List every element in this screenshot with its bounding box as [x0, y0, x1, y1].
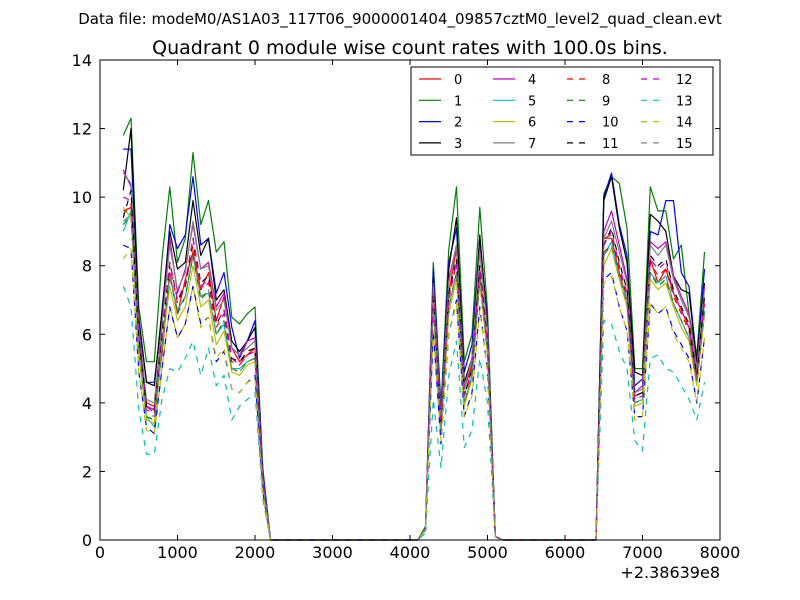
legend-label-0: 0 — [454, 73, 462, 88]
series-line-15 — [122, 213, 706, 541]
legend-label-4: 4 — [528, 73, 536, 88]
legend-label-1: 1 — [454, 94, 462, 109]
x-tick-label: 7000 — [622, 543, 663, 562]
y-tick-label: 14 — [72, 51, 92, 70]
y-tick-label: 8 — [82, 257, 92, 276]
legend-label-12: 12 — [676, 73, 693, 88]
y-tick-label: 2 — [82, 462, 92, 481]
y-tick-label: 6 — [82, 325, 92, 344]
x-tick-label: 3000 — [312, 543, 353, 562]
x-tick-label: 0 — [95, 543, 105, 562]
legend-label-13: 13 — [676, 94, 693, 109]
legend-label-5: 5 — [528, 94, 536, 109]
x-tick-label: 5000 — [467, 543, 508, 562]
series-line-8 — [122, 203, 706, 541]
axis-ticks: 0 1000 2000 3000 4000 5000 6000 7000 80000246810… — [72, 51, 741, 562]
x-tick-label: 8000 — [700, 543, 741, 562]
x-axis-offset-label: +2.38639e8 — [620, 563, 720, 582]
legend-label-6: 6 — [528, 116, 536, 131]
figure-suptitle: Data file: modeM0/AS1A03_117T06_90000014… — [78, 10, 722, 29]
x-tick-label: 1000 — [157, 543, 198, 562]
x-tick-label: 6000 — [545, 543, 586, 562]
y-tick-label: 10 — [72, 188, 92, 207]
chart-title: Quadrant 0 module wise count rates with … — [152, 37, 668, 59]
legend-label-15: 15 — [676, 137, 693, 152]
legend-label-3: 3 — [454, 137, 462, 152]
y-tick-label: 0 — [82, 531, 92, 550]
x-tick-label: 2000 — [235, 543, 276, 562]
y-tick-label: 12 — [72, 120, 92, 139]
legend-label-11: 11 — [602, 137, 619, 152]
legend-label-7: 7 — [528, 137, 536, 152]
legend-label-14: 14 — [676, 116, 693, 131]
legend-label-8: 8 — [602, 73, 610, 88]
legend-label-9: 9 — [602, 94, 610, 109]
y-tick-label: 4 — [82, 394, 92, 413]
legend-label-2: 2 — [454, 116, 462, 131]
x-tick-label: 4000 — [390, 543, 431, 562]
legend-label-10: 10 — [602, 116, 619, 131]
series-line-10 — [123, 244, 706, 541]
legend-box — [410, 66, 714, 156]
